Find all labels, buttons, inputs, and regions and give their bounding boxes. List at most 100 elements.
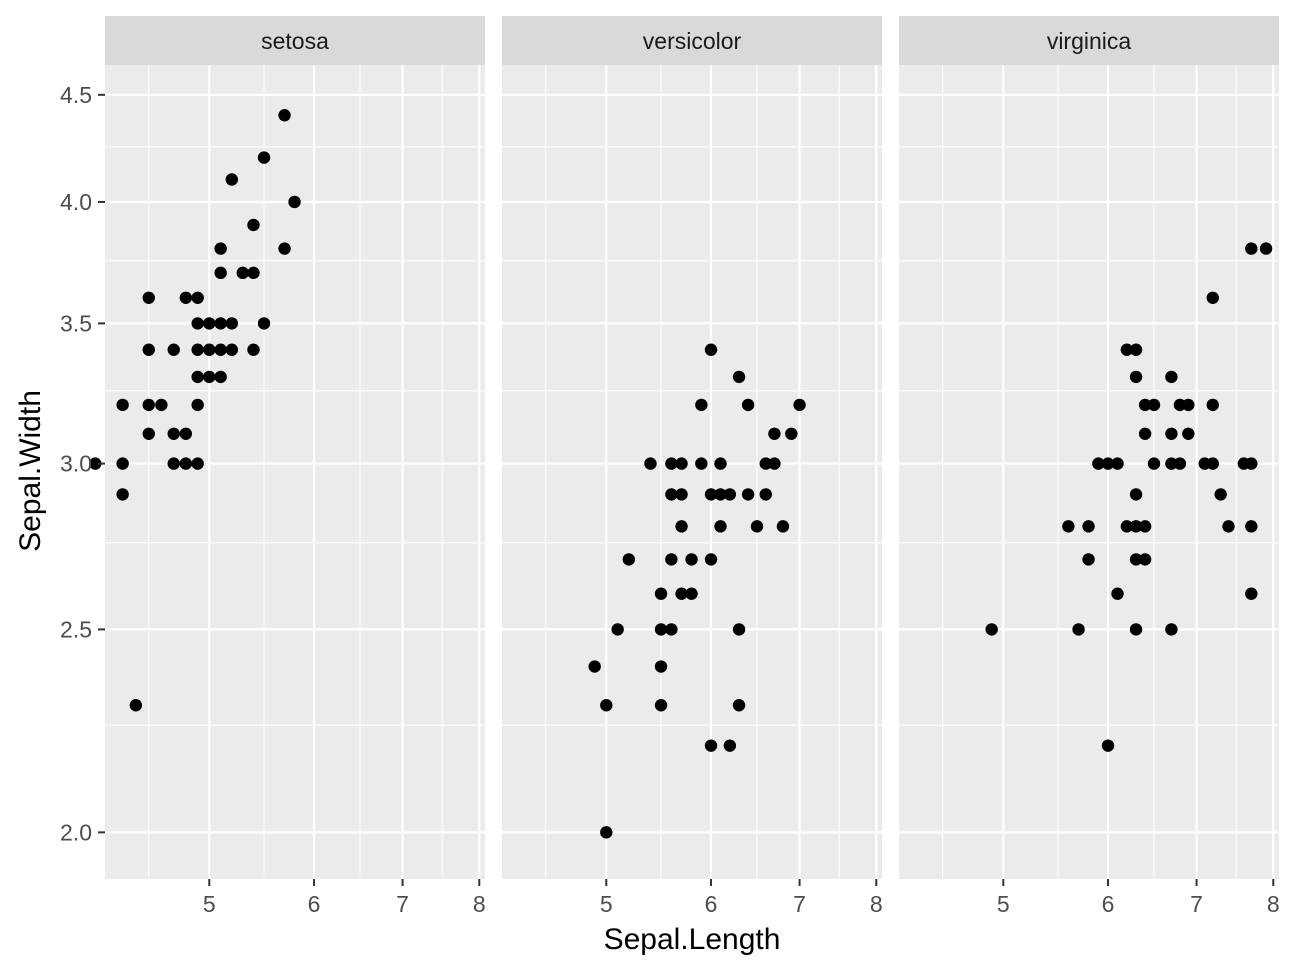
data-point	[1138, 398, 1152, 412]
data-point	[1245, 587, 1258, 600]
data-point	[247, 266, 260, 280]
data-point	[129, 699, 143, 712]
data-point	[191, 317, 204, 330]
data-point	[1206, 291, 1219, 304]
data-point	[167, 343, 180, 356]
data-point	[142, 291, 155, 304]
x-axis-versicolor: 5 6 7 8	[600, 879, 883, 917]
data-point	[600, 699, 613, 712]
data-point	[776, 520, 790, 533]
data-point	[704, 343, 718, 356]
facet-strip-virginica	[899, 16, 1279, 65]
data-point	[685, 553, 698, 566]
y-tick-label: 3.5	[60, 310, 92, 336]
data-points-versicolor	[588, 343, 806, 839]
panel-grid	[105, 65, 485, 879]
data-point	[704, 739, 718, 752]
data-point	[714, 520, 727, 533]
data-point	[191, 291, 204, 304]
data-point	[225, 173, 239, 186]
data-point	[142, 398, 155, 412]
panel-grid	[899, 65, 1279, 879]
data-point	[768, 457, 781, 470]
x-axes: 5 6 7 8 5 6 7 8 5 6 7 8	[203, 879, 1280, 917]
data-point	[116, 398, 129, 412]
x-tick-label: 8	[1267, 891, 1280, 917]
y-tick-label: 2.5	[60, 616, 92, 642]
data-point	[1129, 343, 1143, 356]
data-point	[1138, 553, 1152, 566]
data-point	[1138, 427, 1152, 440]
data-point	[247, 343, 260, 356]
data-point	[732, 623, 746, 636]
data-point	[1259, 242, 1273, 255]
facet-strip-label: virginica	[1047, 28, 1132, 54]
data-point	[214, 242, 227, 255]
data-point	[1101, 457, 1115, 470]
data-point	[1182, 427, 1195, 440]
y-axis-title: Sepal.Width	[14, 390, 47, 552]
data-point	[675, 587, 688, 600]
x-axis-virginica: 5 6 7 8	[997, 879, 1280, 917]
data-point	[116, 488, 129, 501]
data-point	[622, 553, 636, 566]
x-tick-label: 8	[870, 891, 883, 917]
data-point	[278, 242, 291, 255]
data-point	[1147, 457, 1161, 470]
data-point	[768, 427, 781, 440]
data-point	[214, 370, 227, 384]
facet-panel-setosa: setosa	[89, 16, 485, 879]
data-point	[1129, 623, 1143, 636]
data-point	[1138, 520, 1152, 533]
facet-strip-versicolor	[502, 16, 882, 65]
panel-background	[105, 65, 485, 879]
data-point	[654, 623, 668, 636]
data-point	[1173, 457, 1187, 470]
data-point	[167, 427, 180, 440]
data-point	[793, 398, 806, 412]
data-point	[191, 457, 204, 470]
x-tick-label: 7	[793, 891, 806, 917]
data-point	[142, 343, 155, 356]
data-point	[741, 398, 755, 412]
data-point	[654, 699, 668, 712]
data-point	[759, 457, 772, 470]
data-point	[704, 488, 718, 501]
data-point	[1245, 520, 1258, 533]
data-point	[1082, 553, 1095, 566]
y-tick-label: 4.0	[60, 189, 92, 215]
data-point	[1222, 520, 1235, 533]
data-point	[288, 195, 301, 209]
x-tick-label: 8	[473, 891, 486, 917]
data-point	[1120, 343, 1134, 356]
data-point	[600, 826, 613, 839]
data-point	[723, 488, 737, 501]
data-point	[225, 343, 239, 356]
facet-panel-versicolor: versicolor	[502, 16, 882, 879]
data-point	[665, 623, 678, 636]
data-point	[714, 457, 727, 470]
data-point	[588, 660, 601, 673]
facet-strip-label: versicolor	[643, 28, 742, 54]
x-tick-label: 6	[1102, 891, 1115, 917]
data-point	[665, 457, 678, 470]
data-point	[155, 398, 168, 412]
data-point	[695, 398, 708, 412]
data-point	[1120, 520, 1134, 533]
data-point	[1101, 739, 1115, 752]
data-point	[685, 587, 698, 600]
data-point	[611, 623, 624, 636]
data-point	[179, 291, 193, 304]
data-point	[1165, 457, 1178, 470]
data-points-virginica	[985, 242, 1273, 752]
data-point	[1111, 457, 1124, 470]
panel-background	[899, 65, 1279, 879]
data-point	[179, 457, 193, 470]
x-tick-label: 6	[705, 891, 718, 917]
data-point	[1245, 242, 1258, 255]
data-point	[1062, 520, 1075, 533]
data-point	[1129, 520, 1143, 533]
data-point	[785, 427, 798, 440]
data-point	[665, 488, 678, 501]
